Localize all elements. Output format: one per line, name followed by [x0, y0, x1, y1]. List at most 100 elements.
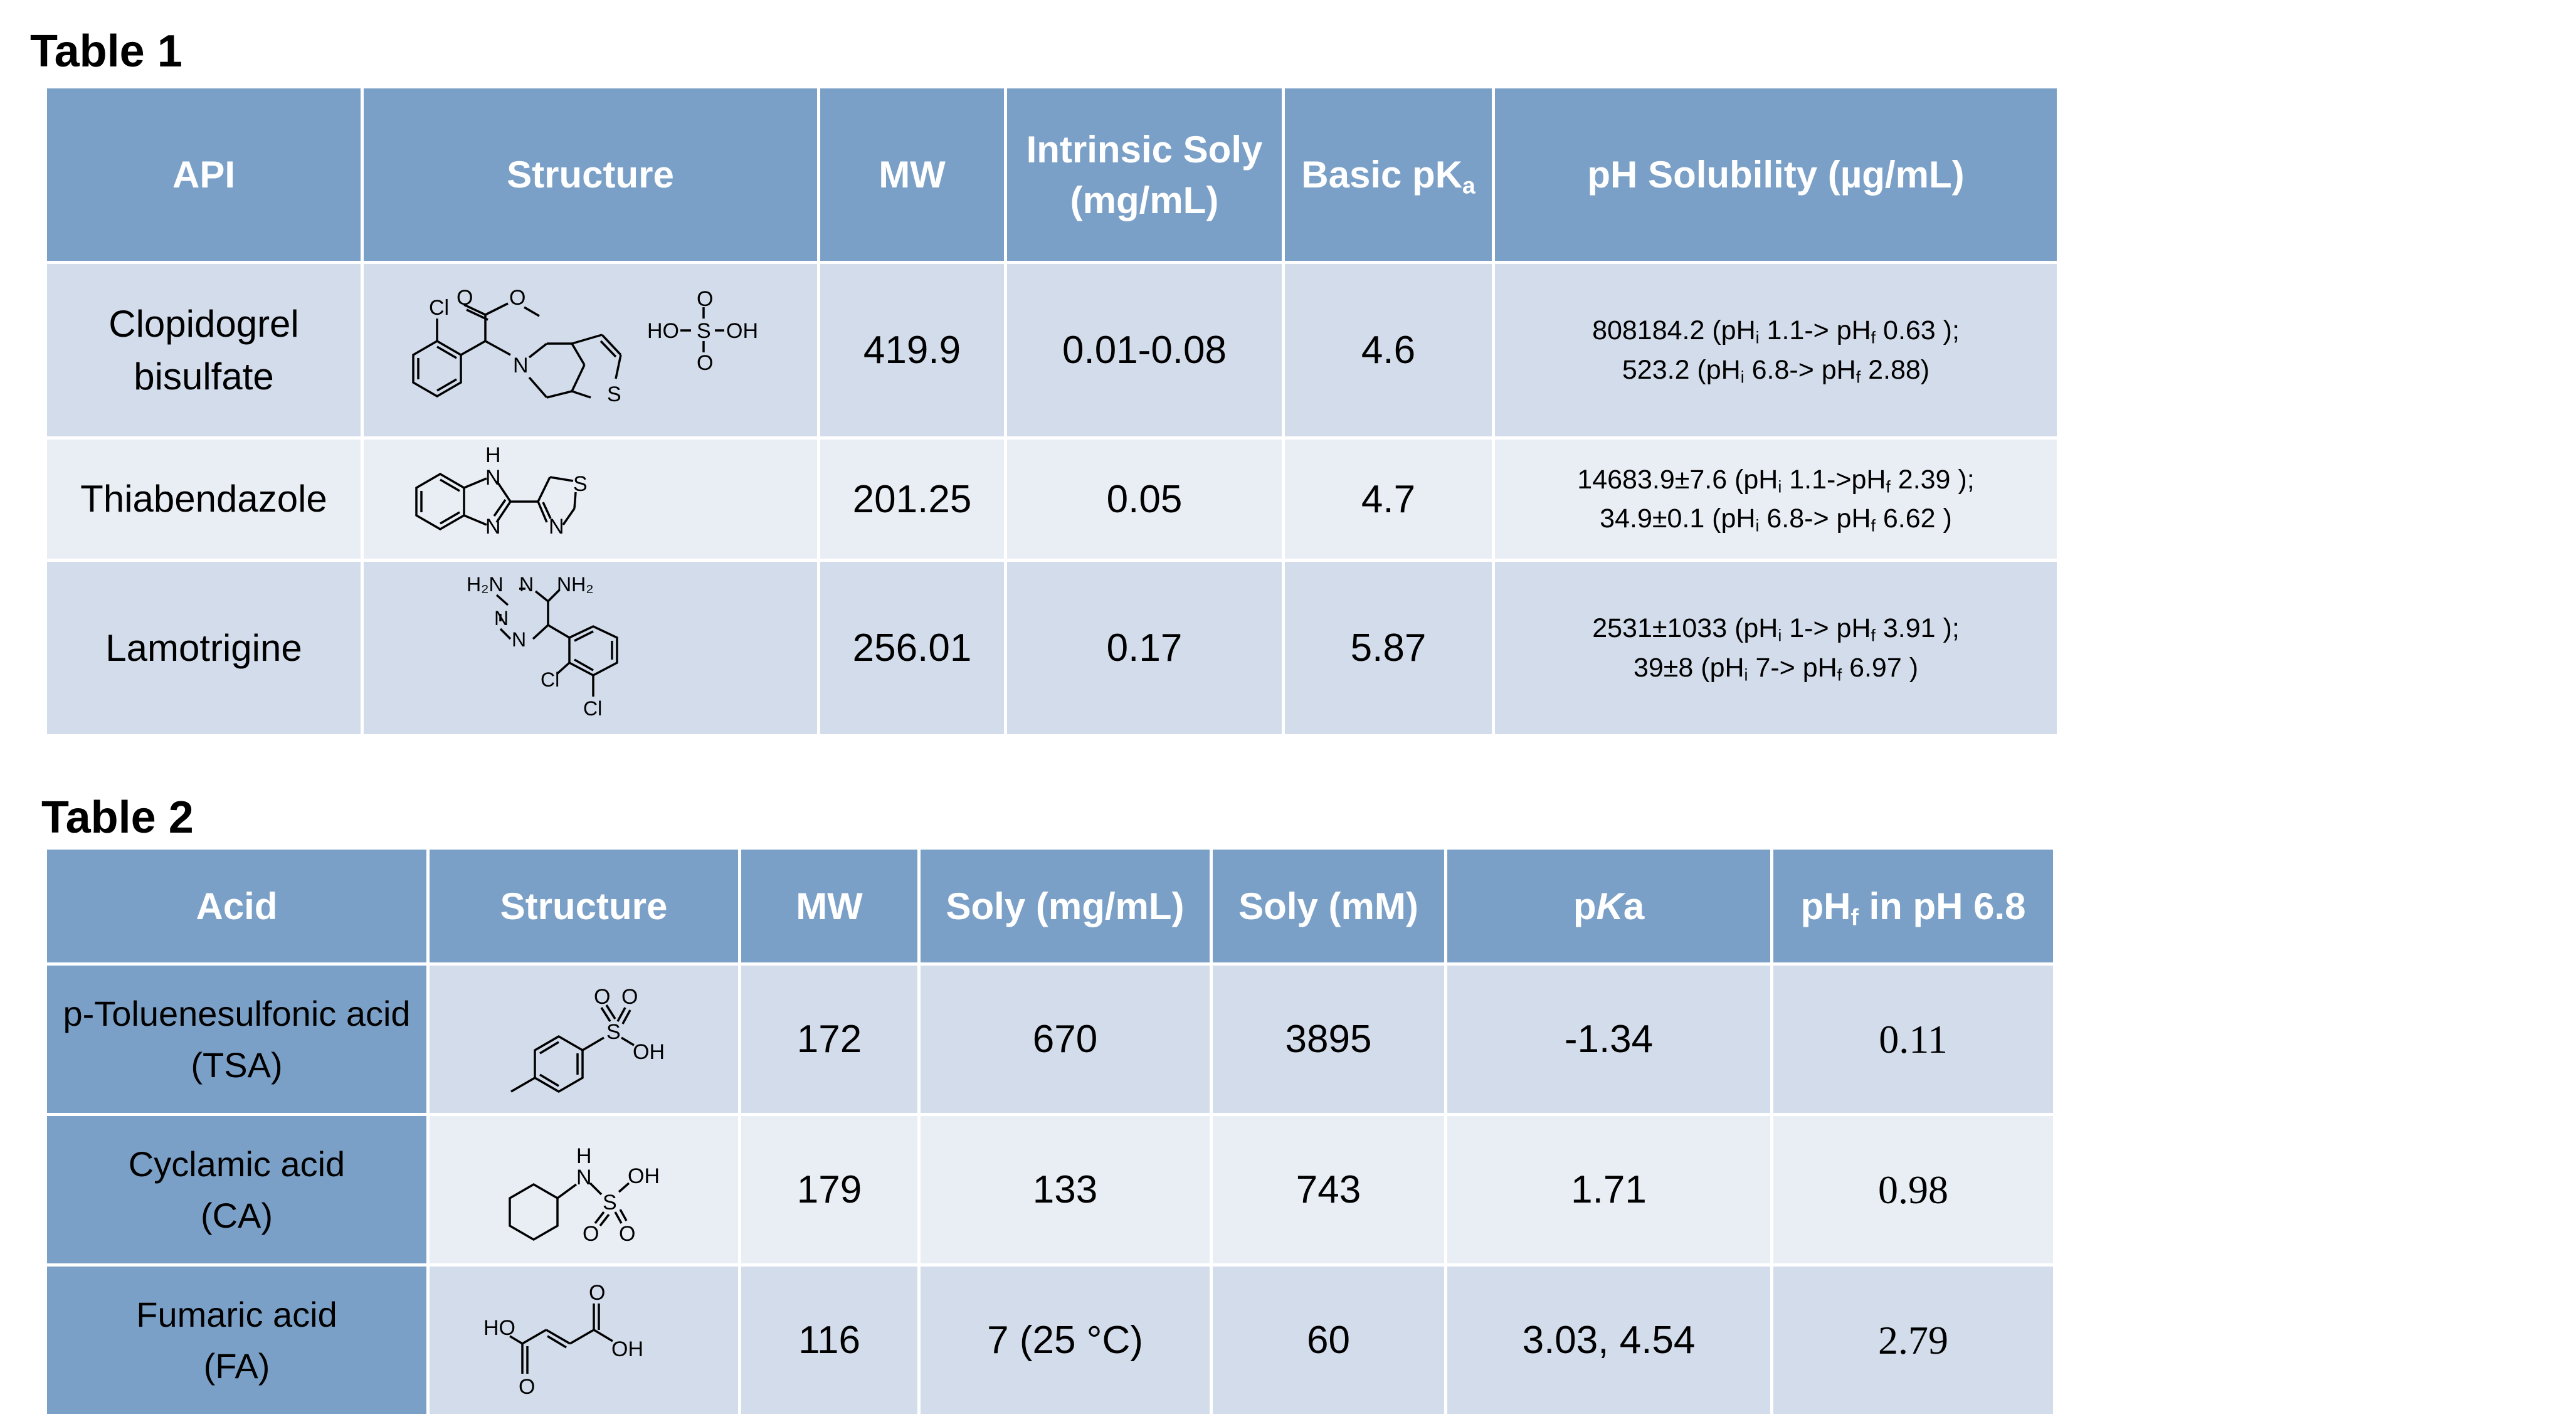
chem-label: O: [697, 351, 713, 375]
header-pka-p: p: [1573, 885, 1597, 927]
header-phf-rest: in pH 6.8: [1858, 885, 2026, 927]
acid-name-line2: (TSA): [191, 1045, 283, 1085]
mw-value: 419.9: [817, 261, 1007, 440]
header-intrinsic-line1: Intrinsic Soly: [1026, 128, 1263, 171]
soly-mm-value: 3895: [1210, 962, 1447, 1116]
fumaric-acid-structure-image: HO O O OH: [483, 1281, 643, 1399]
header-phf-sub: f: [1850, 903, 1859, 930]
sub-f: f: [1871, 626, 1876, 645]
table-row: Fumaric acid (FA) HO O O OH 116: [44, 1263, 2056, 1417]
ph-text: 14683.9±7.6 (pH: [1577, 464, 1778, 495]
ph-text: 2.88): [1868, 354, 1930, 385]
mw-value: 201.25: [817, 436, 1007, 562]
sub-f: f: [1871, 516, 1876, 535]
table2-header-row: Acid Structure MW Soly (mg/mL) Soly (mM)…: [44, 846, 2056, 966]
ph-text: 34.9±0.1 (pH: [1600, 503, 1756, 534]
ph-text: 39±8 (pH: [1633, 652, 1745, 683]
chem-label: N: [576, 1166, 592, 1189]
table-row: Cyclamic acid (CA) H N S OH O O: [44, 1113, 2056, 1267]
acid-name-line1: Fumaric acid: [136, 1295, 337, 1335]
header-soly-mg: Soly (mg/mL): [917, 846, 1213, 966]
mw-value: 172: [738, 962, 921, 1116]
header-acid: Acid: [44, 846, 430, 966]
ph-solubility-line1: 2531±1033 (pHi 1-> pHf 3.91 );: [1495, 609, 2057, 648]
soly-mm-value: 60: [1210, 1263, 1447, 1417]
acid-name: Cyclamic acid (CA): [44, 1113, 430, 1267]
header-intrinsic-soly: Intrinsic Soly (mg/mL): [1004, 85, 1285, 264]
pka-value: 5.87: [1282, 559, 1495, 737]
chem-label: O: [583, 1222, 599, 1246]
chem-label: HO: [647, 319, 679, 343]
soly-mg-value: 7 (25 °C): [917, 1263, 1213, 1417]
chem-label: S: [607, 382, 621, 406]
table-row: Clopidogrel bisulfate: [44, 261, 2060, 440]
lamotrigine-structure-image: H₂N N NH₂ N N Cl Cl: [467, 573, 618, 720]
mw-value: 116: [738, 1263, 921, 1417]
sub-f: f: [1886, 477, 1891, 497]
acid-name-line1: p-Toluenesulfonic acid: [63, 994, 411, 1034]
chem-label: N: [549, 515, 564, 539]
ph-solubility-line2: 34.9±0.1 (pHi 6.8-> pHf 6.62 ): [1495, 499, 2057, 538]
intrinsic-soly-value: 0.05: [1004, 436, 1285, 562]
header-phf-main: pH: [1800, 885, 1851, 927]
soly-mg-value: 133: [917, 1113, 1213, 1267]
acid-name: Fumaric acid (FA): [44, 1263, 430, 1417]
chem-label: N: [512, 628, 526, 651]
api-name: Lamotrigine: [44, 559, 364, 737]
chem-label: H: [576, 1144, 592, 1168]
chem-label: Cl: [541, 668, 559, 691]
header-pka: pKa: [1444, 846, 1773, 966]
chem-label: N: [485, 466, 501, 490]
chem-label: O: [457, 286, 473, 310]
chem-label: H₂N: [467, 573, 504, 596]
header-basic-pka-sub: a: [1462, 172, 1475, 199]
ph-solubility-line2: 39±8 (pHi 7-> pHf 6.97 ): [1495, 648, 2057, 687]
header-basic-pka: Basic pKa: [1282, 85, 1495, 264]
chem-label: O: [594, 985, 610, 1009]
ph-text: 1.1->pH: [1789, 464, 1886, 495]
pka-value: -1.34: [1444, 962, 1773, 1116]
chem-label: N: [494, 607, 509, 629]
phf-value: 0.11: [1770, 962, 2056, 1116]
header-mw: MW: [738, 846, 921, 966]
pka-value: 1.71: [1444, 1113, 1773, 1267]
chem-label: N: [485, 515, 501, 539]
ph-solubility-value: 808184.2 (pHi 1.1-> pHf 0.63 ); 523.2 (p…: [1492, 261, 2060, 440]
header-mw: MW: [817, 85, 1007, 264]
chem-label: Cl: [429, 296, 449, 320]
acid-name-line2: (CA): [200, 1195, 273, 1235]
chem-label: HO: [483, 1316, 515, 1340]
clopidogrel-structure-image: Cl O O N S HO S OH O O: [411, 286, 758, 406]
chem-label: S: [573, 472, 588, 496]
ph-text: 2531±1033 (pH: [1592, 613, 1778, 644]
mw-value: 256.01: [817, 559, 1007, 737]
ph-text: 1.1-> pH: [1766, 315, 1871, 346]
header-structure: Structure: [361, 85, 820, 264]
chem-label: NH₂: [557, 573, 594, 596]
header-phf: pHf in pH 6.8: [1770, 846, 2056, 966]
structure-cell: Cl O O N S HO S OH O O: [361, 261, 820, 440]
api-name: Clopidogrel bisulfate: [44, 261, 364, 440]
intrinsic-soly-value: 0.17: [1004, 559, 1285, 737]
header-ph-solubility: pH Solubility (µg/mL): [1492, 85, 2060, 264]
pka-value: 3.03, 4.54: [1444, 1263, 1773, 1417]
soly-mm-value: 743: [1210, 1113, 1447, 1267]
table2: Acid Structure MW Soly (mg/mL) Soly (mM)…: [44, 846, 2056, 1417]
structure-cell: O O S OH: [426, 962, 741, 1116]
structure-cell: H N N N S: [361, 436, 820, 562]
structure-cell: HO O O OH: [426, 1263, 741, 1417]
ph-solubility-value: 14683.9±7.6 (pHi 1.1->pHf 2.39 ); 34.9±0…: [1492, 436, 2060, 562]
acid-name-line2: (FA): [203, 1346, 270, 1386]
ph-solubility-line1: 14683.9±7.6 (pHi 1.1->pHf 2.39 );: [1495, 460, 2057, 499]
ph-solubility-value: 2531±1033 (pHi 1-> pHf 3.91 ); 39±8 (pHi…: [1492, 559, 2060, 737]
header-structure: Structure: [426, 846, 741, 966]
soly-mg-value: 670: [917, 962, 1213, 1116]
api-name-line2: bisulfate: [134, 355, 274, 398]
sub-f: f: [1871, 328, 1876, 347]
cyclamic-acid-structure-image: H N S OH O O: [509, 1144, 660, 1246]
sub-i: i: [1740, 367, 1745, 387]
ph-text: 6.62 ): [1882, 503, 1952, 534]
pka-value: 4.6: [1282, 261, 1495, 440]
table1: API Structure MW Intrinsic Soly (mg/mL) …: [44, 85, 2060, 737]
table1-caption: Table 1: [30, 26, 182, 76]
